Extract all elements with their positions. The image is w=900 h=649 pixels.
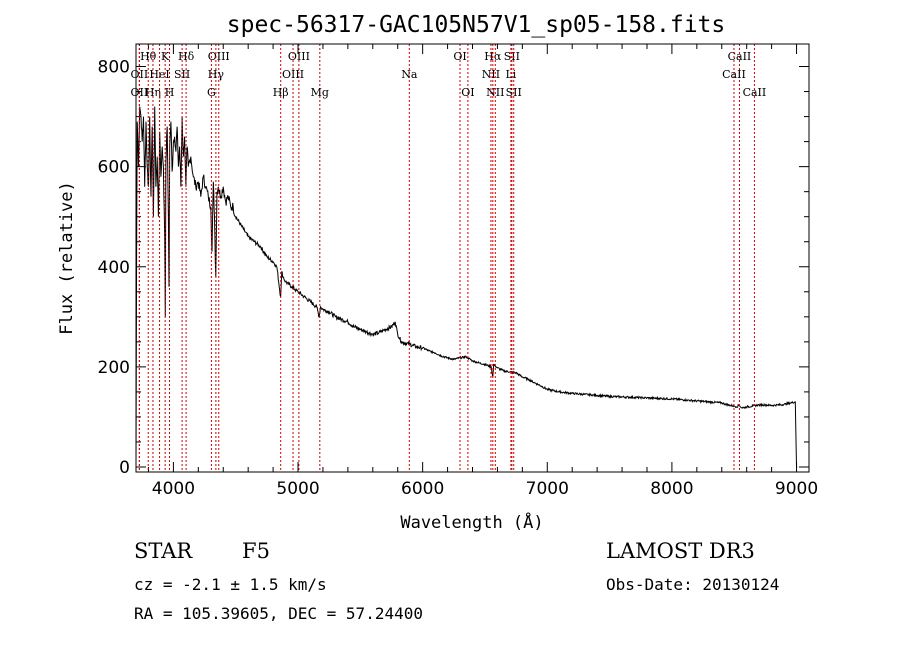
y-tick-label: 400 — [98, 258, 130, 278]
x-tick-label: 4000 — [152, 479, 195, 499]
spectral-line-label: OIII — [282, 68, 304, 81]
spectral-line-label: Na — [401, 68, 418, 81]
object-subclass: F5 — [242, 539, 270, 563]
x-tick-label: 8000 — [650, 479, 693, 499]
spectral-line-label: SII — [506, 86, 522, 99]
spectral-line-label: CaII — [728, 50, 752, 63]
spectral-line-label: OI — [453, 50, 466, 63]
object-class: STAR — [134, 539, 193, 563]
spectral-line-label: CaII — [743, 86, 767, 99]
spectral-line-label: OIII — [288, 50, 310, 63]
spectral-line-label: SII — [504, 50, 520, 63]
survey-name: LAMOST DR3 — [606, 539, 755, 563]
observation-date: Obs-Date: 20130124 — [606, 575, 780, 594]
spectral-line-label: OII — [131, 86, 149, 99]
x-tick-label: 5000 — [276, 479, 319, 499]
spectral-line-label: Hη — [145, 86, 161, 99]
coordinates: RA = 105.39605, DEC = 57.24400 — [134, 604, 423, 623]
spectral-line-label: Hβ — [273, 86, 289, 99]
spectrum-series-line — [135, 106, 798, 468]
spectral-line-label: Mg — [311, 86, 329, 99]
spectral-line-label: NII — [486, 86, 504, 99]
y-tick-label: 600 — [98, 158, 130, 178]
spectral-line-label: OII — [131, 68, 149, 81]
spectral-line-label: Hθ — [140, 50, 157, 63]
y-tick-label: 200 — [98, 358, 130, 378]
spectral-line-label: G — [207, 86, 216, 99]
x-tick-label: 9000 — [775, 479, 818, 499]
y-tick-label: 0 — [119, 458, 130, 478]
x-axis-label: Wavelength (Å) — [400, 511, 543, 533]
plot-frame — [135, 43, 810, 473]
spectral-line-label: H — [165, 86, 175, 99]
spectral-line-label: Hγ — [208, 68, 225, 81]
spectral-line-label: NII — [482, 68, 500, 81]
spectral-line-label: OI — [461, 86, 474, 99]
y-tick-label: 800 — [98, 58, 130, 78]
x-tick-label: 7000 — [526, 479, 569, 499]
spectral-line-label: OIII — [208, 50, 230, 63]
spectral-line-label: K — [161, 50, 170, 63]
redshift-value: cz = -2.1 ± 1.5 km/s — [134, 575, 327, 594]
spectral-line-label: HeI — [149, 68, 169, 81]
spectral-line-label: Hα — [484, 50, 502, 63]
spectral-line-label: Li — [505, 68, 516, 81]
spectral-line-label: CaII — [722, 68, 746, 81]
spectral-line-label: Hδ — [178, 50, 195, 63]
chart-title: spec-56317-GAC105N57V1_sp05-158.fits — [227, 12, 726, 38]
y-axis-label: Flux (relative) — [57, 181, 77, 335]
x-tick-label: 6000 — [401, 479, 444, 499]
spectral-line-label: SII — [174, 68, 190, 81]
